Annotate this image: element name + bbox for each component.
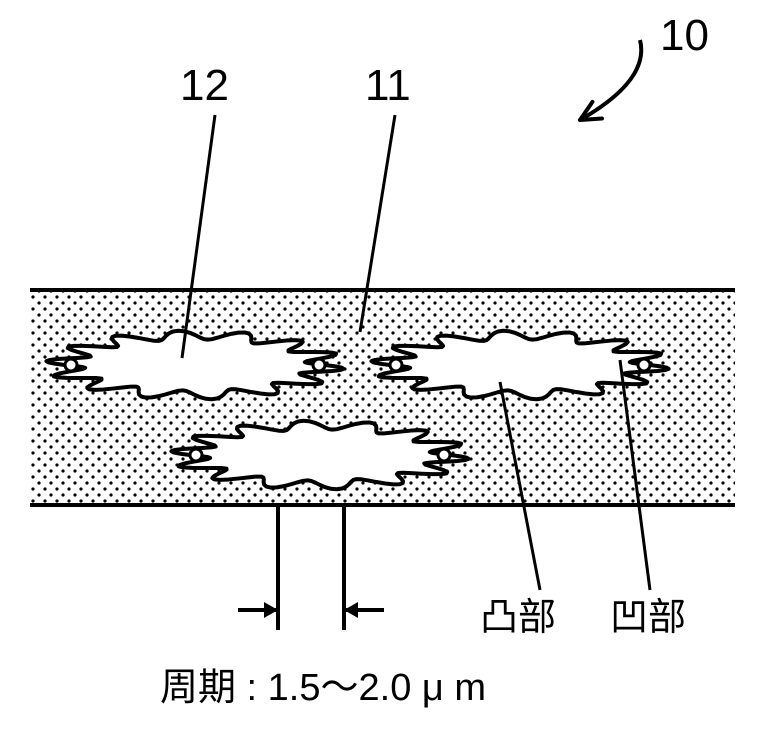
diagram-canvas: 10 12 11 凸部 凹部周期 : 1.5～2.0 μ m [0,0,765,740]
label-convex: 凸部 [480,597,556,639]
label-main-number: 10 [660,11,709,60]
label-concave: 凹部 [610,597,686,639]
label-12: 12 [180,61,229,110]
diagram-svg: 10 12 11 凸部 凹部周期 : 1.5～2.0 μ m [0,0,765,740]
label-11: 11 [365,61,411,110]
label-period: 周期 : 1.5～2.0 μ m [160,667,486,709]
